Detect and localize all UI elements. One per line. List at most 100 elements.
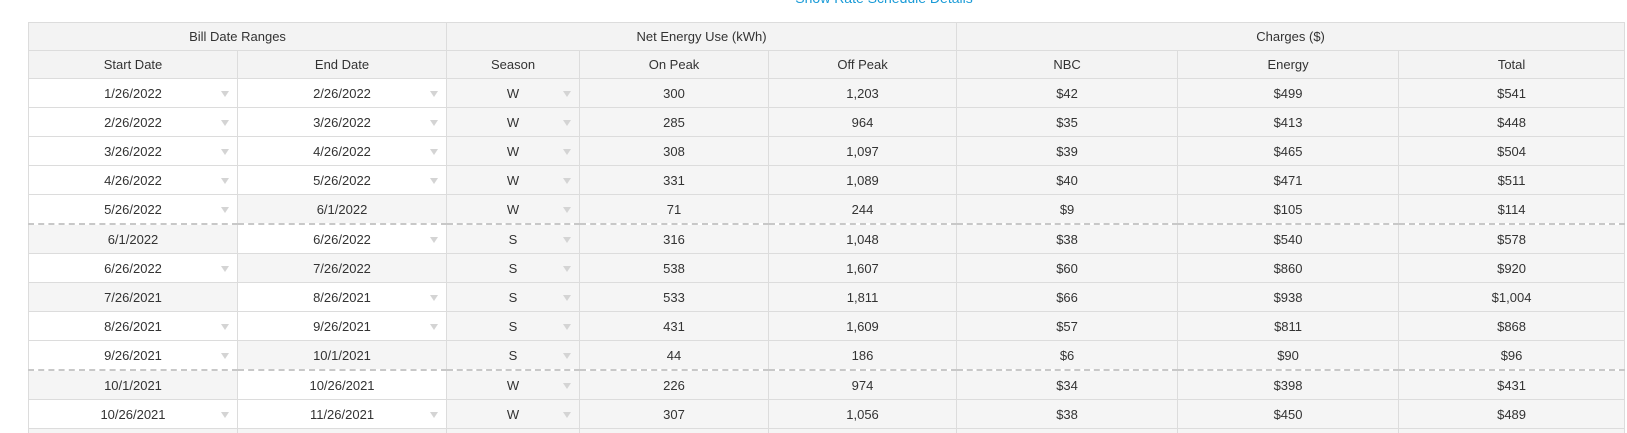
dropdown-arrow[interactable] <box>221 353 229 359</box>
cell[interactable]: 6/26/2022 <box>28 253 238 283</box>
dropdown-arrow[interactable] <box>221 120 229 126</box>
dropdown-arrow[interactable] <box>563 149 572 155</box>
dropdown-arrow[interactable] <box>221 178 229 184</box>
dropdown-arrow[interactable] <box>221 412 229 418</box>
cell[interactable]: W <box>446 78 581 108</box>
column-header: Start Date <box>28 50 238 79</box>
dropdown-arrow[interactable] <box>430 91 439 97</box>
dropdown-arrow[interactable] <box>430 412 439 418</box>
cell[interactable]: W <box>446 165 581 195</box>
cell: 974 <box>768 369 958 400</box>
cell[interactable]: W <box>446 194 581 225</box>
dropdown-arrow[interactable] <box>430 178 439 184</box>
cell: $105 <box>1177 194 1400 225</box>
cell: 1,089 <box>768 165 958 195</box>
cell[interactable]: 2/26/2022 <box>236 78 448 108</box>
cell: 44 <box>579 340 770 371</box>
cell: 7/26/2021 <box>28 282 238 312</box>
cell[interactable]: 1/26/2022 <box>28 78 238 108</box>
dropdown-arrow[interactable] <box>563 120 572 126</box>
dropdown-arrow[interactable] <box>430 324 439 330</box>
cell: $541 <box>1398 78 1626 108</box>
cell[interactable]: 6/26/2022 <box>236 223 448 254</box>
cell: $6 <box>956 340 1179 371</box>
data-row: 4/26/2022 5/26/2022 W 331 1,089 $40 $471 $511 <box>28 165 1626 195</box>
dropdown-arrow[interactable] <box>430 120 439 126</box>
cell: 6/1/2022 <box>236 194 448 225</box>
empty-cell <box>1177 428 1400 433</box>
cell: $39 <box>956 136 1179 166</box>
dropdown-arrow[interactable] <box>563 91 572 97</box>
data-row: 10/1/2021 10/26/2021 W 226 974 $34 $398 $431 <box>28 369 1626 400</box>
cell[interactable]: W <box>446 136 581 166</box>
cell: $90 <box>1177 340 1400 371</box>
dropdown-arrow[interactable] <box>221 324 229 330</box>
cell[interactable]: W <box>446 107 581 137</box>
empty-cell <box>28 428 238 433</box>
dropdown-arrow[interactable] <box>221 207 229 213</box>
dropdown-arrow[interactable] <box>563 178 572 184</box>
dropdown-arrow[interactable] <box>430 149 439 155</box>
cell[interactable]: 9/26/2021 <box>236 311 448 341</box>
cell: $540 <box>1177 223 1400 254</box>
rate-schedule-link[interactable]: Show Rate Schedule Details <box>0 0 1627 6</box>
dropdown-arrow[interactable] <box>563 412 572 418</box>
cell[interactable]: S <box>446 311 581 341</box>
dropdown-arrow[interactable] <box>563 207 572 213</box>
column-header: End Date <box>236 50 448 79</box>
cell: $66 <box>956 282 1179 312</box>
group-header: Bill Date Ranges <box>27 22 448 51</box>
dropdown-arrow[interactable] <box>563 295 572 301</box>
column-header: On Peak <box>579 50 770 79</box>
cell[interactable]: 4/26/2022 <box>28 165 238 195</box>
cell[interactable]: 5/26/2022 <box>236 165 448 195</box>
cell: 6/1/2022 <box>28 223 238 254</box>
dropdown-arrow[interactable] <box>563 353 572 359</box>
dropdown-arrow[interactable] <box>221 266 229 272</box>
cell[interactable]: S <box>446 253 581 283</box>
cell: $9 <box>956 194 1179 225</box>
cell[interactable]: S <box>446 282 581 312</box>
dropdown-arrow[interactable] <box>430 295 439 301</box>
group-header-row: Bill Date Ranges Net Energy Use (kWh) Char… <box>27 22 1626 51</box>
cell: 1,203 <box>768 78 958 108</box>
cell: 226 <box>579 369 770 400</box>
dropdown-arrow[interactable] <box>563 266 572 272</box>
dropdown-arrow[interactable] <box>563 237 572 243</box>
cell[interactable]: 8/26/2021 <box>236 282 448 312</box>
cell: 10/1/2021 <box>28 369 238 400</box>
cell[interactable]: 11/26/2021 <box>236 399 448 429</box>
cell[interactable]: W <box>446 369 581 400</box>
data-row: 10/26/2021 11/26/2021 W 307 1,056 $38 $450 $489 <box>28 399 1626 429</box>
empty-cell <box>236 428 448 433</box>
cell[interactable]: 3/26/2022 <box>28 136 238 166</box>
cell: 186 <box>768 340 958 371</box>
cell[interactable]: 3/26/2022 <box>236 107 448 137</box>
cell: 307 <box>579 399 770 429</box>
column-header: Season <box>446 50 581 79</box>
dropdown-arrow[interactable] <box>563 383 572 389</box>
cell: 538 <box>579 253 770 283</box>
cell: $868 <box>1398 311 1626 341</box>
dropdown-arrow[interactable] <box>221 149 229 155</box>
cell[interactable]: 5/26/2022 <box>28 194 238 225</box>
cell: 10/1/2021 <box>236 340 448 371</box>
dropdown-arrow[interactable] <box>563 324 572 330</box>
cell[interactable]: 4/26/2022 <box>236 136 448 166</box>
cell[interactable]: S <box>446 340 581 371</box>
dropdown-arrow[interactable] <box>430 237 439 243</box>
cell: 1,607 <box>768 253 958 283</box>
cell[interactable]: W <box>446 399 581 429</box>
cell[interactable]: 8/26/2021 <box>28 311 238 341</box>
column-header: NBC <box>956 50 1179 79</box>
cell[interactable]: 9/26/2021 <box>28 340 238 371</box>
cell[interactable]: 2/26/2022 <box>28 107 238 137</box>
cell: 1,048 <box>768 223 958 254</box>
column-header: Off Peak <box>768 50 958 79</box>
cell[interactable]: 10/26/2021 <box>28 399 238 429</box>
cell: $57 <box>956 311 1179 341</box>
data-row: 3/26/2022 4/26/2022 W 308 1,097 $39 $465 $504 <box>28 136 1626 166</box>
cell[interactable]: S <box>446 223 581 254</box>
cell: 1,811 <box>768 282 958 312</box>
dropdown-arrow[interactable] <box>221 91 229 97</box>
